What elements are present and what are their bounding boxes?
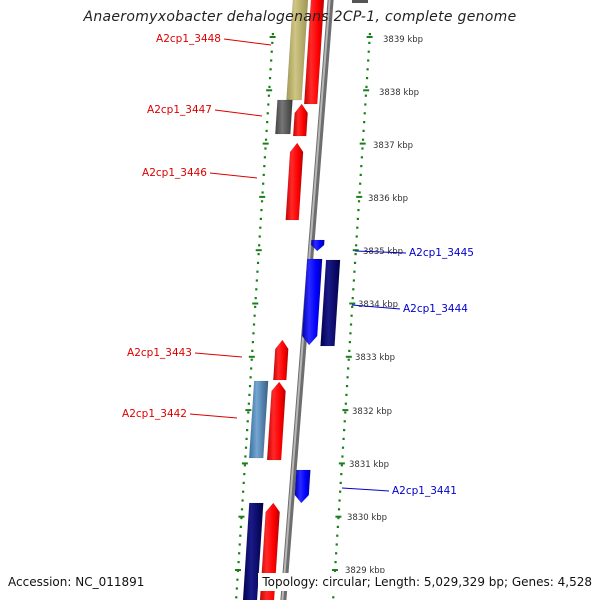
gene-label-leader bbox=[189, 413, 238, 419]
gene-label-leader bbox=[223, 38, 272, 46]
kbp-scale-label: 3838 kbp bbox=[379, 88, 419, 98]
inner-tick-ring bbox=[234, 33, 276, 599]
outer-tick-ring bbox=[331, 33, 373, 599]
kbp-scale-label: 3836 kbp bbox=[368, 194, 408, 204]
cds-feature-a2cp1-3444[interactable] bbox=[301, 258, 323, 346]
kbp-scale-label: 3834 kbp bbox=[358, 300, 398, 310]
genome-summary-text: Topology: circular; Length: 5,029,329 bp… bbox=[258, 573, 592, 591]
cds-feature-a2cp1-3445[interactable] bbox=[310, 239, 325, 252]
genome-backbone-cap bbox=[352, 0, 368, 3]
cds-feature-a2cp1-3441[interactable] bbox=[294, 469, 311, 504]
cds-feature-a2cp1-3446[interactable] bbox=[285, 142, 304, 221]
cds-feature-a2cp1-3442[interactable] bbox=[266, 381, 286, 461]
accession-text: Accession: NC_011891 bbox=[8, 573, 145, 591]
gene-label-leader bbox=[209, 172, 258, 179]
gene-label[interactable]: A2cp1_3445 bbox=[409, 247, 474, 259]
gene-label-leader bbox=[351, 304, 401, 310]
cds-feature-gray[interactable] bbox=[275, 99, 293, 135]
cds-feature-a2cp1-3443[interactable] bbox=[273, 339, 289, 381]
gene-label[interactable]: A2cp1_3446 bbox=[142, 167, 207, 179]
gene-label[interactable]: A2cp1_3448 bbox=[156, 33, 221, 45]
cds-feature-navy-lower[interactable] bbox=[242, 502, 264, 600]
gene-label[interactable]: A2cp1_3441 bbox=[392, 485, 457, 497]
kbp-scale-label: 3833 kbp bbox=[355, 353, 395, 363]
gene-label[interactable]: A2cp1_3442 bbox=[122, 408, 187, 420]
kbp-scale-label: 3830 kbp bbox=[347, 513, 387, 523]
gene-label[interactable]: A2cp1_3447 bbox=[147, 104, 212, 116]
kbp-scale-label: 3837 kbp bbox=[373, 141, 413, 151]
cds-feature-navy-upper[interactable] bbox=[320, 259, 341, 347]
cds-feature-khaki[interactable] bbox=[286, 0, 309, 101]
cds-feature-a2cp1-3447[interactable] bbox=[292, 103, 308, 137]
kbp-scale-label: 3831 kbp bbox=[349, 460, 389, 470]
cds-feature-steel[interactable] bbox=[248, 380, 269, 459]
gene-label-leader bbox=[341, 487, 390, 492]
page-title: Anaeromyxobacter dehalogenans 2CP-1, com… bbox=[83, 9, 517, 25]
gene-label-leader bbox=[354, 250, 407, 254]
cds-feature-a2cp1-3448[interactable] bbox=[303, 0, 325, 105]
kbp-scale-label: 3832 kbp bbox=[352, 407, 392, 417]
gene-label[interactable]: A2cp1_3443 bbox=[127, 347, 192, 359]
kbp-scale-label: 3839 kbp bbox=[383, 35, 423, 45]
kbp-scale-label: 3829 kbp bbox=[345, 566, 385, 576]
gene-label[interactable]: A2cp1_3444 bbox=[403, 303, 468, 315]
gene-label-leader bbox=[214, 109, 263, 117]
gene-label-leader bbox=[194, 352, 243, 358]
